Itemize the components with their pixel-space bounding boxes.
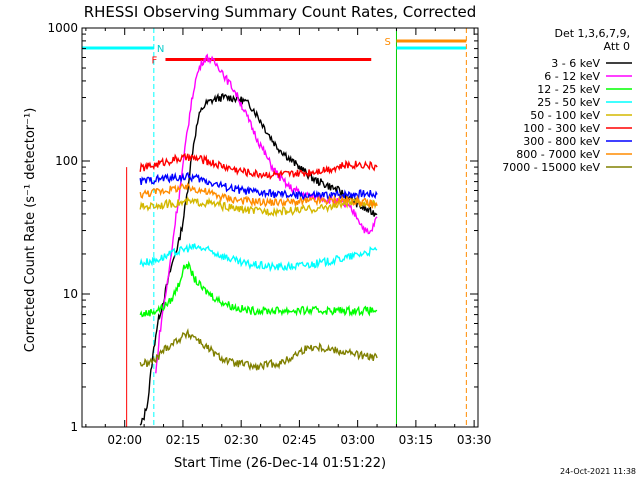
x-tick-label-1: 02:15 [166,433,201,447]
x-tick-label-2: 02:30 [224,433,259,447]
series-line-8 [139,327,378,372]
x-axis-label: Start Time (26-Dec-14 01:51:22) [174,456,386,471]
legend-label-7: 800 - 7000 keV [516,148,600,161]
x-tick-label-3: 02:45 [282,433,317,447]
legend-label-8: 7000 - 15000 keV [502,161,600,174]
axes: 02:00 02:15 02:30 02:45 03:00 03:15 03:30 1 10 10… [47,21,491,447]
series-line-2 [139,260,378,318]
series-line-3 [139,242,378,273]
legend-label-5: 100 - 300 keV [523,122,600,135]
y-tick-label-1: 10 [63,287,78,301]
chart-title: RHESSI Observing Summary Count Rates, Co… [84,3,477,21]
x-tick-label-0: 02:00 [107,433,142,447]
night-label: N [157,44,164,55]
saa-label: S [384,37,390,48]
series-line-6 [139,171,378,202]
y-tick-label-3: 1000 [47,21,78,35]
x-tick-label-6: 03:30 [457,433,492,447]
legend-header-line2: Att 0 [604,40,630,53]
legend-label-4: 50 - 100 keV [530,109,600,122]
series-line-4 [139,195,378,218]
x-tick-label-4: 03:00 [340,433,375,447]
legend-header-line1: Det 1,3,6,7,9, [554,27,630,40]
date-stamp: 24-Oct-2021 11:38 [560,467,636,476]
plot-area: N S F [82,28,467,427]
legend-label-3: 25 - 50 keV [537,96,600,109]
x-tick-label-5: 03:15 [399,433,434,447]
y-tick-label-2: 100 [55,154,78,168]
plot-frame [81,27,479,428]
legend-label-6: 300 - 800 keV [523,135,600,148]
series-line-5 [139,152,378,181]
legend-label-1: 6 - 12 keV [544,70,600,83]
series-line-7 [139,182,378,209]
legend-label-2: 12 - 25 keV [537,83,600,96]
legend-label-0: 3 - 6 keV [551,57,600,70]
series-line-0 [139,92,378,426]
y-axis-label: Corrected Count Rate (s⁻¹ detector⁻¹) [23,108,38,353]
flare-label: F [151,55,157,66]
y-tick-label-0: 1 [70,420,78,434]
